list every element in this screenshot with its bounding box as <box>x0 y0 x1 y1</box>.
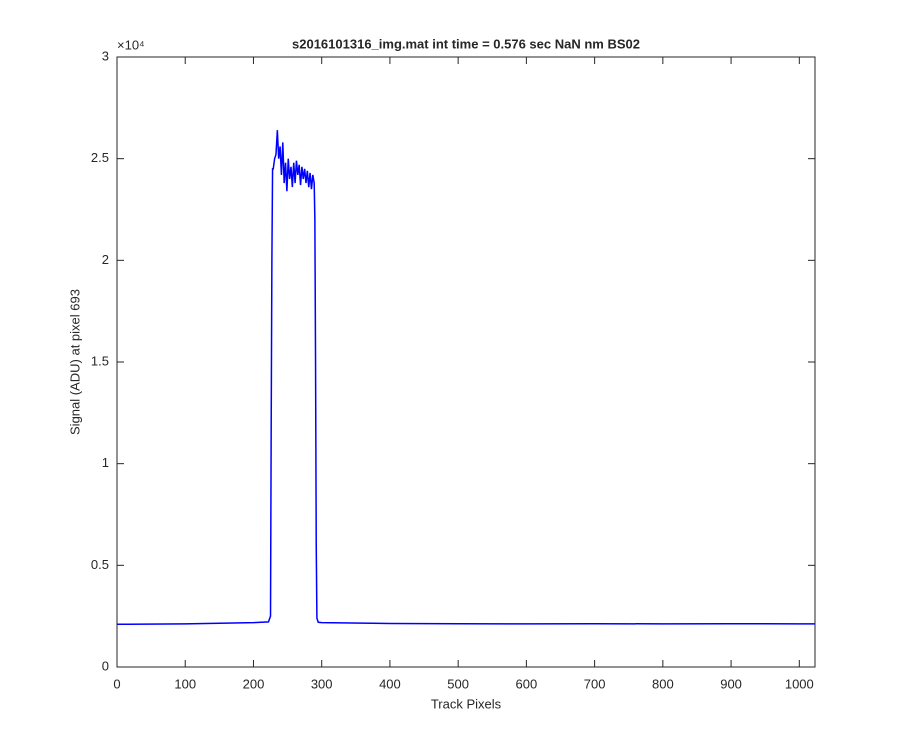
x-tick-label: 600 <box>516 676 538 691</box>
y-tick-label: 1 <box>102 455 109 470</box>
y-tick-label: 2.5 <box>91 150 109 165</box>
x-tick-label: 300 <box>311 676 333 691</box>
y-tick-label: 2 <box>102 252 109 267</box>
x-tick-label: 100 <box>174 676 196 691</box>
x-tick-label: 500 <box>447 676 469 691</box>
y-tick-label: 0.5 <box>91 557 109 572</box>
x-tick-label: 700 <box>584 676 606 691</box>
y-tick-label: 3 <box>102 48 109 63</box>
x-tick-label: 400 <box>379 676 401 691</box>
chart-title: s2016101316_img.mat int time = 0.576 sec… <box>292 36 640 51</box>
y-tick-label: 0 <box>102 658 109 673</box>
x-tick-label: 800 <box>652 676 674 691</box>
x-tick-label: 0 <box>113 676 120 691</box>
x-tick-label: 900 <box>720 676 742 691</box>
data-line <box>116 130 815 626</box>
y-scale-label: ×10⁴ <box>117 37 145 52</box>
x-axis-label: Track Pixels <box>431 696 502 711</box>
x-tick-label: 1000 <box>785 676 814 691</box>
x-tick-label: 200 <box>243 676 265 691</box>
y-axis-label: Signal (ADU) at pixel 693 <box>67 289 82 435</box>
y-tick-label: 1.5 <box>91 353 109 368</box>
